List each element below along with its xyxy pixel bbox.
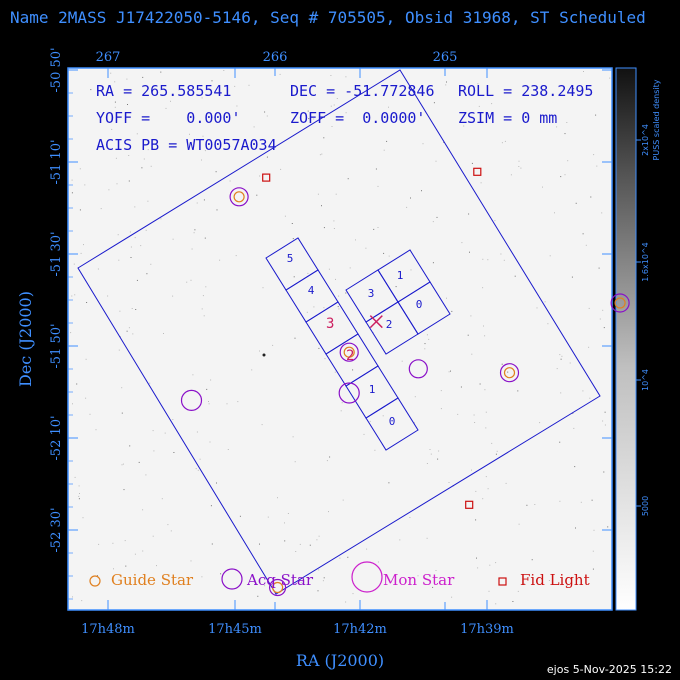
acq-star-marker bbox=[610, 293, 630, 313]
fid-light-marker bbox=[262, 173, 271, 182]
ccd-label: 4 bbox=[308, 284, 315, 297]
pointing-info: RA = 265.585541 DEC = -51.772846 ROLL = … bbox=[96, 82, 593, 154]
legend-guide-label: Guide Star bbox=[111, 571, 194, 589]
target-marker bbox=[369, 315, 383, 329]
left-tick-label: -51 30' bbox=[49, 231, 64, 276]
axes: 267 266 265 17h48m 17h45m 17h42m 17h39m -50 50'… bbox=[49, 47, 612, 637]
target-chip-label-2: 2 bbox=[346, 348, 354, 364]
ccd-label: 0 bbox=[416, 298, 423, 311]
left-tick-label: -52 30' bbox=[49, 507, 64, 552]
ccd-label: 0 bbox=[389, 415, 396, 428]
colorbar-tick-label: 1.6x10^4 bbox=[641, 242, 650, 281]
legend-guide-icon bbox=[89, 575, 101, 587]
bottom-tick-label: 17h42m bbox=[333, 622, 387, 637]
legend-fid-icon bbox=[498, 577, 507, 586]
colorbar-tick-label: 5000 bbox=[641, 496, 650, 516]
acq-star-marker bbox=[339, 342, 359, 362]
target-cross-b bbox=[369, 315, 383, 329]
acq-star-marker bbox=[408, 359, 428, 379]
guide-stars bbox=[233, 191, 626, 594]
ccd-label: 3 bbox=[368, 287, 375, 300]
ccd-chip-s0 bbox=[365, 397, 419, 451]
top-tick-label: 267 bbox=[96, 50, 121, 65]
fov-outline bbox=[77, 69, 601, 595]
legend-acq-icon bbox=[221, 568, 243, 590]
acq-star-marker bbox=[269, 578, 287, 597]
star-noise bbox=[70, 70, 611, 605]
left-tick-label: -51 50' bbox=[49, 323, 64, 368]
ccd-label: 2 bbox=[386, 318, 393, 331]
guide-star-marker bbox=[503, 367, 516, 379]
info-roll: ROLL = 238.2495 bbox=[458, 82, 593, 100]
colorbar-tick-label: 10^4 bbox=[641, 369, 650, 391]
x-axis-label: RA (J2000) bbox=[296, 651, 384, 670]
acq-stars bbox=[180, 187, 630, 597]
info-ra: RA = 265.585541 bbox=[96, 82, 231, 100]
acq-star-marker bbox=[180, 389, 203, 411]
legend: Guide Star Acq Star Mon Star Fid Light bbox=[89, 561, 590, 593]
bottom-tick-label: 17h39m bbox=[460, 622, 514, 637]
left-tick-label: -51 10' bbox=[49, 139, 64, 184]
legend-mon-label: Mon Star bbox=[383, 571, 455, 589]
colorbar-label: PUSS scaled density bbox=[652, 79, 661, 160]
ccd-labels: 5 4 1 0 1 3 0 2 bbox=[287, 252, 423, 428]
acq-star-marker bbox=[229, 187, 249, 207]
ccd-label: 1 bbox=[397, 269, 404, 282]
page-title: Name 2MASS J17422050-5146, Seq # 705505,… bbox=[10, 8, 646, 27]
target-chip-label-3: 3 bbox=[326, 316, 334, 332]
bottom-tick-label: 17h48m bbox=[81, 622, 135, 637]
fid-light-marker bbox=[473, 167, 482, 176]
acq-star-marker bbox=[499, 363, 520, 383]
top-tick-label: 265 bbox=[433, 50, 458, 65]
ccd-label: 1 bbox=[369, 383, 376, 396]
colorbar-ticks: 2x10^4 1.6x10^4 10^4 5000 bbox=[636, 124, 650, 516]
legend-acq-label: Acq Star bbox=[246, 571, 314, 589]
legend-mon-icon bbox=[351, 561, 383, 593]
y-axis-label: Dec (J2000) bbox=[16, 291, 35, 387]
fov-overlay bbox=[77, 69, 601, 595]
bottom-tick-label: 17h45m bbox=[208, 622, 262, 637]
info-yoff: YOFF = 0.000' bbox=[96, 109, 241, 127]
fid-lights bbox=[262, 167, 482, 509]
info-zoff: ZOFF = 0.0000' bbox=[290, 109, 425, 127]
guide-star-marker bbox=[343, 346, 355, 358]
plot-frame bbox=[67, 67, 613, 611]
guide-star-marker bbox=[233, 191, 245, 203]
guide-star-marker bbox=[614, 297, 626, 309]
colorbar-tick-label: 2x10^4 bbox=[641, 124, 650, 156]
left-tick-label: -50 50' bbox=[49, 47, 64, 92]
info-dec: DEC = -51.772846 bbox=[290, 82, 435, 100]
info-acis: ACIS PB = WT0057A034 bbox=[96, 136, 277, 154]
acq-star-marker bbox=[338, 382, 360, 404]
left-tick-label: -52 10' bbox=[49, 415, 64, 460]
top-tick-label: 266 bbox=[263, 50, 288, 65]
guide-star-marker bbox=[272, 581, 284, 594]
info-zsim: ZSIM = 0 mm bbox=[458, 109, 557, 127]
colorbar bbox=[615, 67, 637, 611]
ccd-label: 5 bbox=[287, 252, 294, 265]
fid-light-marker bbox=[465, 500, 474, 509]
ccd-chip-i0 bbox=[397, 281, 451, 335]
legend-fid-label: Fid Light bbox=[520, 571, 590, 589]
footer-timestamp: ejos 5-Nov-2025 15:22 bbox=[546, 663, 672, 676]
